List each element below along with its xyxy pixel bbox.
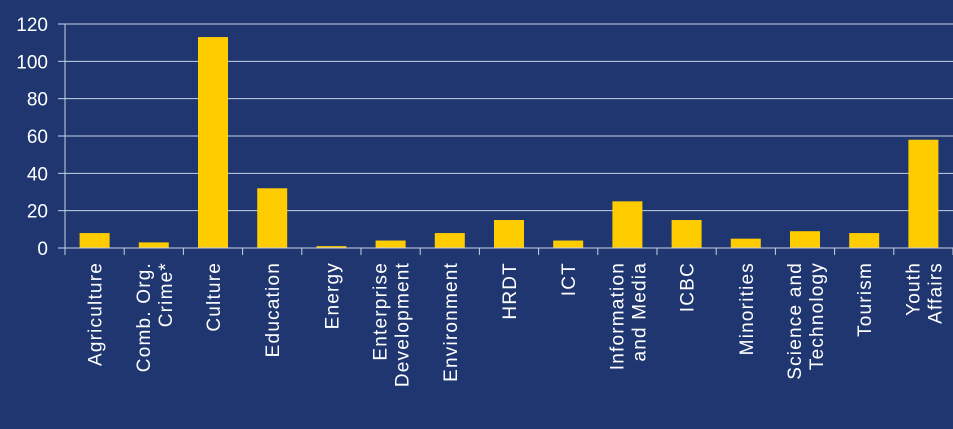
x-category-label: Agriculture bbox=[86, 262, 107, 366]
bar-8 bbox=[553, 240, 584, 248]
x-category-label: Minorities bbox=[737, 262, 758, 355]
x-category-labels: Agriculture Comb. Org. Crime* Culture Educat… bbox=[86, 262, 947, 387]
bar-13 bbox=[849, 233, 880, 248]
x-category-label: ICBC bbox=[678, 262, 699, 312]
bar-12 bbox=[790, 231, 820, 248]
x-category-label: Information bbox=[607, 262, 628, 370]
y-tick-label: 80 bbox=[27, 90, 48, 111]
bar-1 bbox=[138, 242, 169, 248]
x-category-label: Affairs bbox=[925, 262, 946, 324]
x-category-label: Technology bbox=[807, 262, 828, 370]
bar-7 bbox=[494, 220, 524, 248]
x-category-label: ICT bbox=[559, 262, 580, 296]
x-category-label: Culture bbox=[204, 262, 225, 332]
x-category-label: and Media bbox=[629, 262, 650, 362]
bar-10 bbox=[671, 220, 702, 248]
x-category-label: Science and bbox=[785, 262, 806, 380]
bars bbox=[79, 37, 939, 248]
y-tick-label: 100 bbox=[16, 52, 48, 73]
x-category-label: Comb. Org. bbox=[134, 262, 155, 372]
bar-4 bbox=[316, 246, 347, 248]
x-category-label: Tourism bbox=[855, 262, 876, 337]
bar-2 bbox=[198, 37, 228, 248]
y-tick-label: 60 bbox=[27, 127, 48, 148]
bar-5 bbox=[375, 240, 406, 248]
y-tick-label: 20 bbox=[27, 202, 48, 223]
bar-14 bbox=[908, 139, 939, 248]
bar-6 bbox=[434, 233, 465, 248]
x-category-label: Crime* bbox=[156, 262, 177, 327]
bar-11 bbox=[730, 238, 761, 248]
x-category-label: Education bbox=[263, 262, 284, 357]
x-category-label: HRDT bbox=[500, 262, 521, 320]
x-category-label: Energy bbox=[322, 262, 343, 329]
bar-9 bbox=[612, 201, 643, 248]
x-category-label: Youth bbox=[903, 262, 924, 316]
bar-3 bbox=[257, 188, 288, 248]
bar-0 bbox=[79, 233, 110, 248]
y-tick-label: 0 bbox=[37, 239, 48, 260]
x-category-label: Development bbox=[393, 262, 414, 387]
y-tick-label: 40 bbox=[27, 164, 48, 185]
y-tick-label: 120 bbox=[16, 15, 48, 36]
y-tick-labels: 0 20 40 60 80 100 120 bbox=[16, 15, 65, 260]
x-category-label: Environment bbox=[441, 262, 462, 382]
x-category-label: Enterprise bbox=[371, 262, 392, 361]
